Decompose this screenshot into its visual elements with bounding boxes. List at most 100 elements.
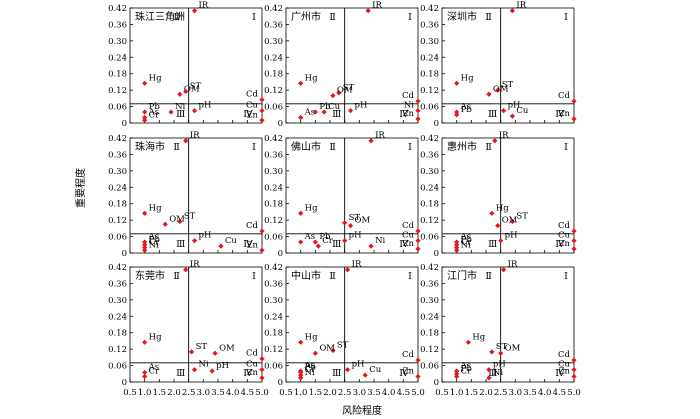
data-point (142, 244, 148, 251)
y-tick-label: 0.24 (264, 183, 283, 193)
y-tick-label: 0.18 (420, 70, 439, 80)
y-tick-label: 0.42 (264, 263, 283, 273)
x-tick-label: 2.5 (338, 388, 352, 398)
data-point (191, 367, 198, 373)
x-tick-label: 1.5 (309, 388, 323, 398)
quadrant-label-2: Ⅱ (173, 142, 179, 153)
panel-title: 珠江三角洲 (135, 10, 185, 23)
data-point (368, 243, 374, 249)
panel: 00.060.120.180.240.300.360.420.5 1.0 1.5 2.… (108, 260, 269, 398)
data-point (330, 93, 336, 99)
point-label: As (148, 108, 160, 118)
point-label: ST (496, 342, 508, 352)
y-tick-label: 0.18 (420, 329, 439, 339)
y-tick-label: 0.18 (264, 329, 283, 339)
y-tick-label: 0.36 (420, 150, 439, 160)
y-tick-label: 0.12 (108, 216, 127, 226)
quadrant-label-1: Ⅰ (408, 142, 412, 153)
point-label: Hg (496, 203, 509, 213)
x-tick-label: 0.5 (435, 388, 449, 398)
point-label: ST (516, 212, 528, 222)
y-axis-title: 重要程度 (74, 168, 87, 208)
y-tick-label: 0.36 (108, 20, 127, 30)
data-point (454, 109, 460, 115)
data-point (454, 371, 460, 377)
data-point (454, 80, 460, 86)
point-label: IR (516, 1, 526, 11)
point-label: pH (199, 101, 212, 111)
y-tick-label: 0.30 (264, 167, 283, 177)
data-point (415, 357, 421, 363)
data-point (298, 114, 304, 121)
quadrant-label-2: Ⅱ (173, 12, 179, 23)
point-label: Cr (149, 110, 161, 120)
quadrant-label-4: Ⅳ (399, 109, 409, 120)
y-tick-label: 0 (122, 119, 127, 129)
point-label: Pb (149, 235, 161, 245)
data-point (142, 117, 148, 123)
y-tick-label: 0.30 (264, 37, 283, 47)
panel-title: 深圳市 (447, 10, 477, 23)
y-tick-label: 0.30 (108, 167, 127, 177)
point-label: OM (493, 84, 509, 94)
data-point (191, 108, 198, 114)
y-tick-label: 0.36 (264, 279, 283, 289)
point-label: Cd (402, 350, 415, 360)
x-tick-label: 1.0 (294, 388, 308, 398)
x-tick-label: 1.0 (450, 388, 464, 398)
quadrant-label-3: Ⅲ (176, 239, 185, 250)
y-tick-label: 0.18 (108, 70, 127, 80)
panel-title: 惠州市 (447, 140, 477, 153)
data-point (345, 367, 351, 373)
point-label: Cu (558, 231, 571, 241)
y-tick-label: 0.06 (420, 362, 439, 372)
point-label: Cr (322, 236, 334, 246)
data-point (347, 223, 354, 229)
data-point (142, 109, 148, 115)
quadrant-label-2: Ⅱ (329, 12, 335, 23)
point-label: pH (355, 101, 368, 111)
y-tick-label: 0.06 (108, 362, 127, 372)
point-label: pH (493, 360, 506, 370)
quadrant-label-4: Ⅳ (243, 368, 253, 379)
y-tick-label: 0.36 (264, 20, 283, 30)
data-point (454, 244, 460, 251)
point-label: IR (190, 260, 200, 270)
quadrant-label-4: Ⅳ (243, 109, 253, 120)
data-point (571, 357, 577, 363)
point-label: pH (505, 231, 518, 241)
quadrant-label-1: Ⅰ (252, 12, 256, 23)
data-point (368, 138, 374, 144)
data-point (259, 97, 265, 103)
y-tick-label: 0.36 (420, 20, 439, 30)
point-label: Hg (149, 203, 162, 213)
point-label: ST (343, 83, 355, 93)
data-point (259, 117, 265, 123)
data-point (315, 243, 321, 249)
point-label: Cd (558, 350, 571, 360)
y-tick-label: 0.06 (420, 103, 439, 113)
y-tick-label: 0.06 (264, 362, 283, 372)
point-label: ST (196, 342, 208, 352)
data-point (259, 247, 265, 253)
data-point (571, 116, 577, 122)
y-tick-label: 0.36 (264, 150, 283, 160)
point-label: ST (502, 80, 514, 90)
y-tick-label: 0.18 (420, 200, 439, 210)
y-tick-label: 0.12 (420, 216, 439, 226)
data-point (486, 91, 492, 97)
point-label: Cr (461, 238, 473, 248)
point-label: Pb (319, 102, 331, 112)
point-label: Ni (175, 102, 185, 112)
data-point (191, 238, 198, 244)
data-point (495, 223, 501, 229)
y-tick-label: 0.36 (420, 279, 439, 289)
data-point (168, 109, 174, 115)
quadrant-label-1: Ⅰ (252, 142, 256, 153)
data-point (189, 349, 195, 355)
point-label: Hg (472, 332, 485, 342)
data-point (345, 267, 351, 273)
plot-frame (285, 266, 419, 383)
x-tick-label: 5.0 (255, 388, 269, 398)
x-tick-label: 5.0 (567, 388, 581, 398)
